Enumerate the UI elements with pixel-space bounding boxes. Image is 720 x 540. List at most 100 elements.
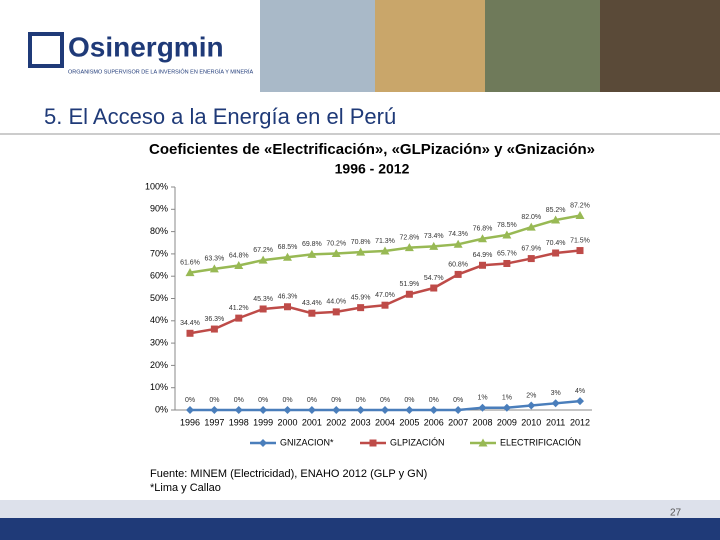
marker xyxy=(502,403,511,412)
data-label: 70.4% xyxy=(546,240,566,247)
y-tick-label: 70% xyxy=(150,248,168,258)
marker xyxy=(526,222,536,231)
x-tick-label: 2000 xyxy=(277,417,297,427)
data-label: 51.9% xyxy=(399,281,419,288)
photo xyxy=(600,0,720,92)
marker xyxy=(259,439,267,447)
y-tick-label: 30% xyxy=(150,337,168,347)
marker xyxy=(209,264,219,273)
data-label: 78.5% xyxy=(497,222,517,229)
marker xyxy=(283,406,292,414)
marker xyxy=(308,309,316,317)
slide-title: 5. El Acceso a la Energía en el Perú xyxy=(44,104,396,129)
y-tick-label: 50% xyxy=(150,293,168,303)
x-tick-label: 1998 xyxy=(229,417,249,427)
data-label: 1% xyxy=(502,395,512,402)
data-label: 45.3% xyxy=(253,296,273,303)
logo: Osinergmin xyxy=(68,31,224,62)
x-tick-label: 1999 xyxy=(253,417,273,427)
marker xyxy=(551,399,560,408)
chart-subtitle: 1996 - 2012 xyxy=(335,161,410,177)
data-label: 41.2% xyxy=(229,305,249,312)
data-label: 71.5% xyxy=(570,237,590,244)
marker xyxy=(356,406,365,414)
logo-mark xyxy=(28,32,64,68)
tagline: ORGANISMO SUPERVISOR DE LA INVERSIÓN EN … xyxy=(68,68,254,75)
photo xyxy=(375,0,485,92)
y-tick-label: 10% xyxy=(150,382,168,392)
data-label: 43.4% xyxy=(302,300,322,307)
data-label: 4% xyxy=(575,388,585,395)
x-tick-label: 2006 xyxy=(424,417,444,427)
data-label: 63.3% xyxy=(204,256,224,263)
data-label: 45.9% xyxy=(351,294,371,301)
x-tick-label: 2002 xyxy=(326,417,346,427)
marker xyxy=(527,401,536,410)
x-tick-label: 2009 xyxy=(497,417,517,427)
marker xyxy=(405,406,414,414)
data-label: 64.9% xyxy=(473,252,493,259)
marker xyxy=(527,255,535,263)
y-tick-label: 100% xyxy=(145,181,168,191)
x-tick-label: 2011 xyxy=(546,417,565,427)
x-tick-label: 2008 xyxy=(472,417,492,427)
x-tick-label: 2005 xyxy=(399,417,419,427)
data-label: 36.3% xyxy=(204,316,224,323)
data-label: 85.2% xyxy=(546,207,566,214)
data-label: 0% xyxy=(282,397,292,404)
data-label: 44.0% xyxy=(326,299,346,306)
y-tick-label: 90% xyxy=(150,204,168,214)
photo xyxy=(260,0,375,92)
data-label: 0% xyxy=(258,397,268,404)
marker xyxy=(283,252,292,261)
marker xyxy=(478,438,488,447)
marker xyxy=(234,406,243,414)
marker xyxy=(576,247,584,255)
marker xyxy=(404,243,414,252)
marker xyxy=(430,284,438,292)
marker xyxy=(454,406,463,414)
marker xyxy=(331,248,341,257)
marker xyxy=(453,239,463,248)
chart-title: Coeficientes de «Electrificación», «GLPi… xyxy=(149,141,595,158)
data-label: 60.8% xyxy=(448,261,468,268)
data-label: 87.2% xyxy=(570,202,590,209)
page-number: 27 xyxy=(670,508,682,519)
marker xyxy=(235,314,243,322)
data-label: 64.8% xyxy=(229,252,249,259)
marker xyxy=(186,406,194,414)
data-label: 47.0% xyxy=(375,292,395,299)
legend-label: ELECTRIFICACIÓN xyxy=(500,437,581,447)
x-tick-label: 2001 xyxy=(302,417,322,427)
data-label: 0% xyxy=(331,397,341,404)
marker xyxy=(405,290,413,298)
marker xyxy=(502,230,512,239)
y-tick-label: 0% xyxy=(155,404,168,414)
marker xyxy=(210,325,218,333)
data-label: 0% xyxy=(185,397,195,404)
y-tick-label: 20% xyxy=(150,360,168,370)
marker xyxy=(259,406,268,414)
data-label: 74.3% xyxy=(448,231,468,238)
data-label: 0% xyxy=(356,397,366,404)
photo xyxy=(485,0,600,92)
data-label: 65.7% xyxy=(497,250,517,257)
data-label: 0% xyxy=(380,397,390,404)
data-label: 67.9% xyxy=(521,245,541,252)
data-label: 70.8% xyxy=(351,239,371,246)
source: Fuente: MINEM (Electricidad), ENAHO 2012… xyxy=(150,468,427,480)
data-label: 46.3% xyxy=(278,294,298,301)
data-label: 67.2% xyxy=(253,247,273,254)
data-label: 3% xyxy=(551,390,561,397)
marker xyxy=(259,305,267,313)
marker xyxy=(356,247,366,256)
data-label: 76.8% xyxy=(473,226,493,233)
marker xyxy=(429,406,438,414)
marker xyxy=(552,249,560,257)
data-label: 73.4% xyxy=(424,233,444,240)
x-tick-label: 2007 xyxy=(448,417,468,427)
marker xyxy=(332,406,341,414)
marker xyxy=(576,397,584,406)
data-label: 0% xyxy=(209,397,219,404)
marker xyxy=(503,259,511,267)
